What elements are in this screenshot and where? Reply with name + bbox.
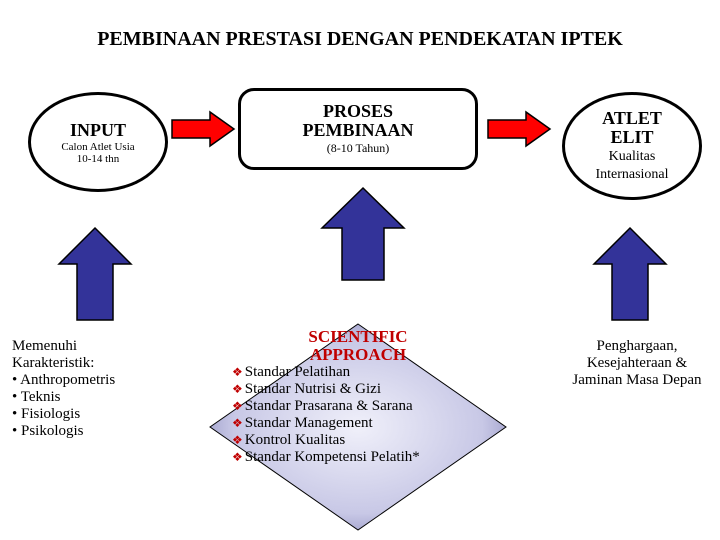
rewards-box: Penghargaan, Kesejahteraan & Jaminan Mas… bbox=[562, 338, 712, 389]
input-title: INPUT bbox=[70, 120, 126, 141]
input-node: INPUT Calon Atlet Usia 10-14 thn bbox=[28, 92, 168, 192]
input-sub1: Calon Atlet Usia bbox=[61, 141, 134, 153]
output-title2: ELIT bbox=[610, 128, 653, 147]
output-node: ATLET ELIT Kualitas Internasional bbox=[562, 92, 702, 200]
char-b2: • Teknis bbox=[12, 389, 177, 406]
characteristics-box: Memenuhi Karakteristik: • Anthropometris… bbox=[12, 338, 177, 440]
sci-i2: Standar Nutrisi & Gizi bbox=[220, 381, 496, 398]
arrow-up-right bbox=[590, 224, 670, 329]
sci-title1: SCIENTIFIC bbox=[220, 328, 496, 346]
output-sub1: Kualitas bbox=[609, 149, 656, 165]
process-node: PROSES PEMBINAAN (8-10 Tahun) bbox=[238, 88, 478, 170]
sci-i5: Kontrol Kualitas bbox=[220, 432, 496, 449]
char-hdr2: Karakteristik: bbox=[12, 355, 177, 372]
arrow-process-to-output bbox=[486, 110, 552, 148]
output-sub2: Internasional bbox=[595, 167, 668, 183]
arrow-up-center bbox=[318, 184, 408, 289]
sci-i1: Standar Pelatihan bbox=[220, 364, 496, 381]
scientific-approach-box: SCIENTIFIC APPROACH Standar Pelatihan St… bbox=[208, 322, 508, 532]
sci-title2: APPROACH bbox=[220, 346, 496, 364]
char-hdr1: Memenuhi bbox=[12, 338, 177, 355]
input-sub2: 10-14 thn bbox=[77, 153, 119, 165]
sci-i4: Standar Management bbox=[220, 415, 496, 432]
process-title1: PROSES bbox=[323, 102, 393, 121]
arrow-input-to-process bbox=[170, 110, 236, 148]
char-b1: • Anthropometris bbox=[12, 372, 177, 389]
char-b4: • Psikologis bbox=[12, 423, 177, 440]
arrow-up-left bbox=[55, 224, 135, 329]
output-title1: ATLET bbox=[602, 109, 662, 128]
sci-i6: Standar Kompetensi Pelatih* bbox=[220, 449, 496, 466]
process-sub: (8-10 Tahun) bbox=[327, 141, 390, 156]
sci-i3: Standar Prasarana & Sarana bbox=[220, 398, 496, 415]
process-title2: PEMBINAAN bbox=[303, 121, 414, 140]
char-b3: • Fisiologis bbox=[12, 406, 177, 423]
page-title: PEMBINAAN PRESTASI DENGAN PENDEKATAN IPT… bbox=[0, 28, 720, 51]
